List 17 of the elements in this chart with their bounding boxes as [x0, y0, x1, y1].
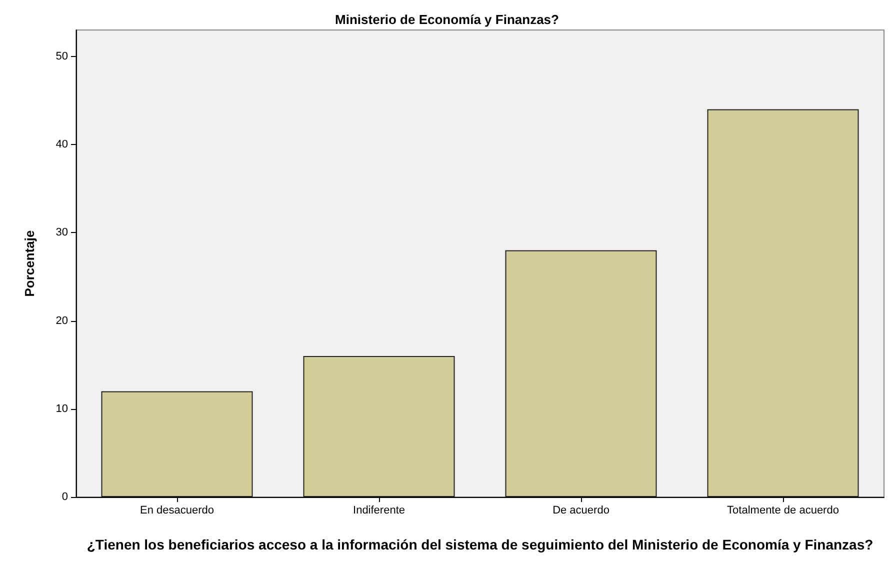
- bar: [101, 391, 253, 497]
- y-tick-label: 50: [56, 50, 68, 62]
- bar: [505, 250, 657, 497]
- y-tick-label: 40: [56, 138, 68, 151]
- x-tick-label: En desacuerdo: [140, 504, 214, 516]
- y-tick-label: 20: [56, 314, 68, 327]
- x-axis-title: ¿Tienen los beneficiarios acceso a la información del sistema de seguimiento del Ministerio de Economía y Finanzas?: [86, 536, 874, 552]
- chart-title: Ministerio de Economía y Finanzas?: [335, 12, 560, 27]
- y-tick-label: 10: [56, 402, 68, 415]
- y-tick-label: 30: [56, 226, 68, 239]
- x-tick-label: Indiferente: [353, 504, 405, 516]
- x-tick-label: De acuerdo: [552, 504, 610, 516]
- y-tick-label: 0: [62, 491, 68, 503]
- bar: [303, 356, 455, 497]
- y-axis-title: Porcentaje: [22, 230, 37, 297]
- bar: [707, 109, 859, 497]
- x-tick-label: Totalmente de acuerdo: [727, 504, 839, 516]
